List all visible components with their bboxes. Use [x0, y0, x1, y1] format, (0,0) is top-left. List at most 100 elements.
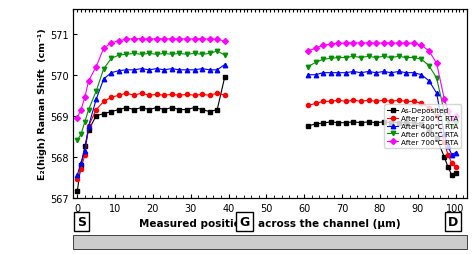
As-Deposited	[214, 109, 220, 112]
After 700℃ RTA	[74, 117, 80, 120]
As-Deposited	[207, 111, 212, 114]
Line: As-Deposited: As-Deposited	[75, 75, 227, 194]
After 200℃ RTA	[93, 109, 99, 112]
After 200℃ RTA	[82, 153, 88, 156]
After 600℃ RTA	[82, 121, 88, 124]
After 700℃ RTA	[139, 38, 145, 41]
As-Deposited	[199, 109, 205, 112]
FancyBboxPatch shape	[73, 235, 467, 249]
After 200℃ RTA	[191, 94, 197, 97]
After 400℃ RTA	[131, 69, 137, 72]
As-Deposited	[191, 107, 197, 110]
Line: After 400℃ RTA: After 400℃ RTA	[75, 63, 227, 178]
After 600℃ RTA	[222, 54, 228, 57]
After 700℃ RTA	[109, 42, 114, 45]
After 600℃ RTA	[116, 54, 122, 57]
After 600℃ RTA	[109, 58, 114, 61]
As-Deposited	[146, 109, 152, 112]
After 600℃ RTA	[101, 68, 107, 71]
After 400℃ RTA	[162, 69, 167, 72]
After 700℃ RTA	[93, 66, 99, 69]
After 600℃ RTA	[74, 139, 80, 142]
As-Deposited	[176, 109, 182, 112]
As-Deposited	[101, 113, 107, 116]
As-Deposited	[109, 111, 114, 114]
After 400℃ RTA	[169, 68, 174, 71]
After 200℃ RTA	[222, 94, 228, 97]
Text: S: S	[77, 215, 86, 228]
After 200℃ RTA	[199, 93, 205, 97]
After 200℃ RTA	[214, 92, 220, 95]
After 200℃ RTA	[131, 94, 137, 97]
After 700℃ RTA	[78, 109, 84, 112]
After 400℃ RTA	[74, 174, 80, 177]
After 700℃ RTA	[131, 38, 137, 41]
As-Deposited	[93, 115, 99, 118]
After 600℃ RTA	[86, 109, 91, 112]
As-Deposited	[162, 109, 167, 112]
After 200℃ RTA	[124, 92, 129, 95]
After 200℃ RTA	[146, 94, 152, 97]
After 700℃ RTA	[154, 38, 160, 41]
After 700℃ RTA	[101, 47, 107, 51]
As-Deposited	[139, 107, 145, 110]
As-Deposited	[74, 190, 80, 193]
X-axis label: Measured positions across the channel (μm): Measured positions across the channel (μ…	[139, 218, 401, 228]
After 400℃ RTA	[199, 68, 205, 71]
After 600℃ RTA	[93, 90, 99, 93]
After 700℃ RTA	[82, 96, 88, 99]
After 200℃ RTA	[154, 93, 160, 97]
After 600℃ RTA	[162, 53, 167, 56]
After 700℃ RTA	[86, 80, 91, 83]
After 700℃ RTA	[191, 38, 197, 41]
Line: After 200℃ RTA: After 200℃ RTA	[75, 92, 227, 182]
After 200℃ RTA	[116, 94, 122, 97]
After 400℃ RTA	[176, 69, 182, 72]
After 200℃ RTA	[109, 96, 114, 99]
As-Deposited	[116, 109, 122, 112]
After 200℃ RTA	[101, 100, 107, 103]
After 200℃ RTA	[74, 178, 80, 181]
After 400℃ RTA	[184, 69, 190, 72]
Line: After 600℃ RTA: After 600℃ RTA	[75, 50, 227, 143]
Text: D: D	[448, 215, 458, 228]
After 700℃ RTA	[214, 38, 220, 41]
Line: After 700℃ RTA: After 700℃ RTA	[75, 37, 227, 120]
After 200℃ RTA	[184, 93, 190, 97]
After 600℃ RTA	[191, 53, 197, 56]
After 400℃ RTA	[146, 69, 152, 72]
After 400℃ RTA	[222, 64, 228, 67]
As-Deposited	[78, 164, 84, 167]
Y-axis label: E₂(high) Raman Shift  (cm⁻¹): E₂(high) Raman Shift (cm⁻¹)	[38, 28, 47, 180]
After 400℃ RTA	[86, 125, 91, 128]
After 600℃ RTA	[139, 54, 145, 57]
As-Deposited	[222, 76, 228, 79]
As-Deposited	[124, 107, 129, 110]
After 700℃ RTA	[222, 40, 228, 43]
After 200℃ RTA	[162, 94, 167, 97]
After 400℃ RTA	[82, 149, 88, 152]
As-Deposited	[184, 109, 190, 112]
After 600℃ RTA	[154, 54, 160, 57]
As-Deposited	[86, 129, 91, 132]
After 400℃ RTA	[116, 70, 122, 73]
As-Deposited	[154, 107, 160, 110]
After 400℃ RTA	[214, 69, 220, 72]
After 400℃ RTA	[124, 69, 129, 72]
After 600℃ RTA	[176, 53, 182, 56]
After 400℃ RTA	[139, 68, 145, 71]
After 400℃ RTA	[101, 78, 107, 81]
After 400℃ RTA	[78, 162, 84, 165]
After 400℃ RTA	[207, 69, 212, 72]
After 600℃ RTA	[184, 54, 190, 57]
After 200℃ RTA	[169, 93, 174, 97]
After 200℃ RTA	[207, 94, 212, 97]
After 200℃ RTA	[86, 125, 91, 128]
After 600℃ RTA	[124, 54, 129, 57]
After 600℃ RTA	[169, 54, 174, 57]
After 700℃ RTA	[207, 38, 212, 41]
After 400℃ RTA	[191, 69, 197, 72]
After 200℃ RTA	[78, 168, 84, 171]
After 200℃ RTA	[139, 92, 145, 95]
After 400℃ RTA	[109, 72, 114, 75]
